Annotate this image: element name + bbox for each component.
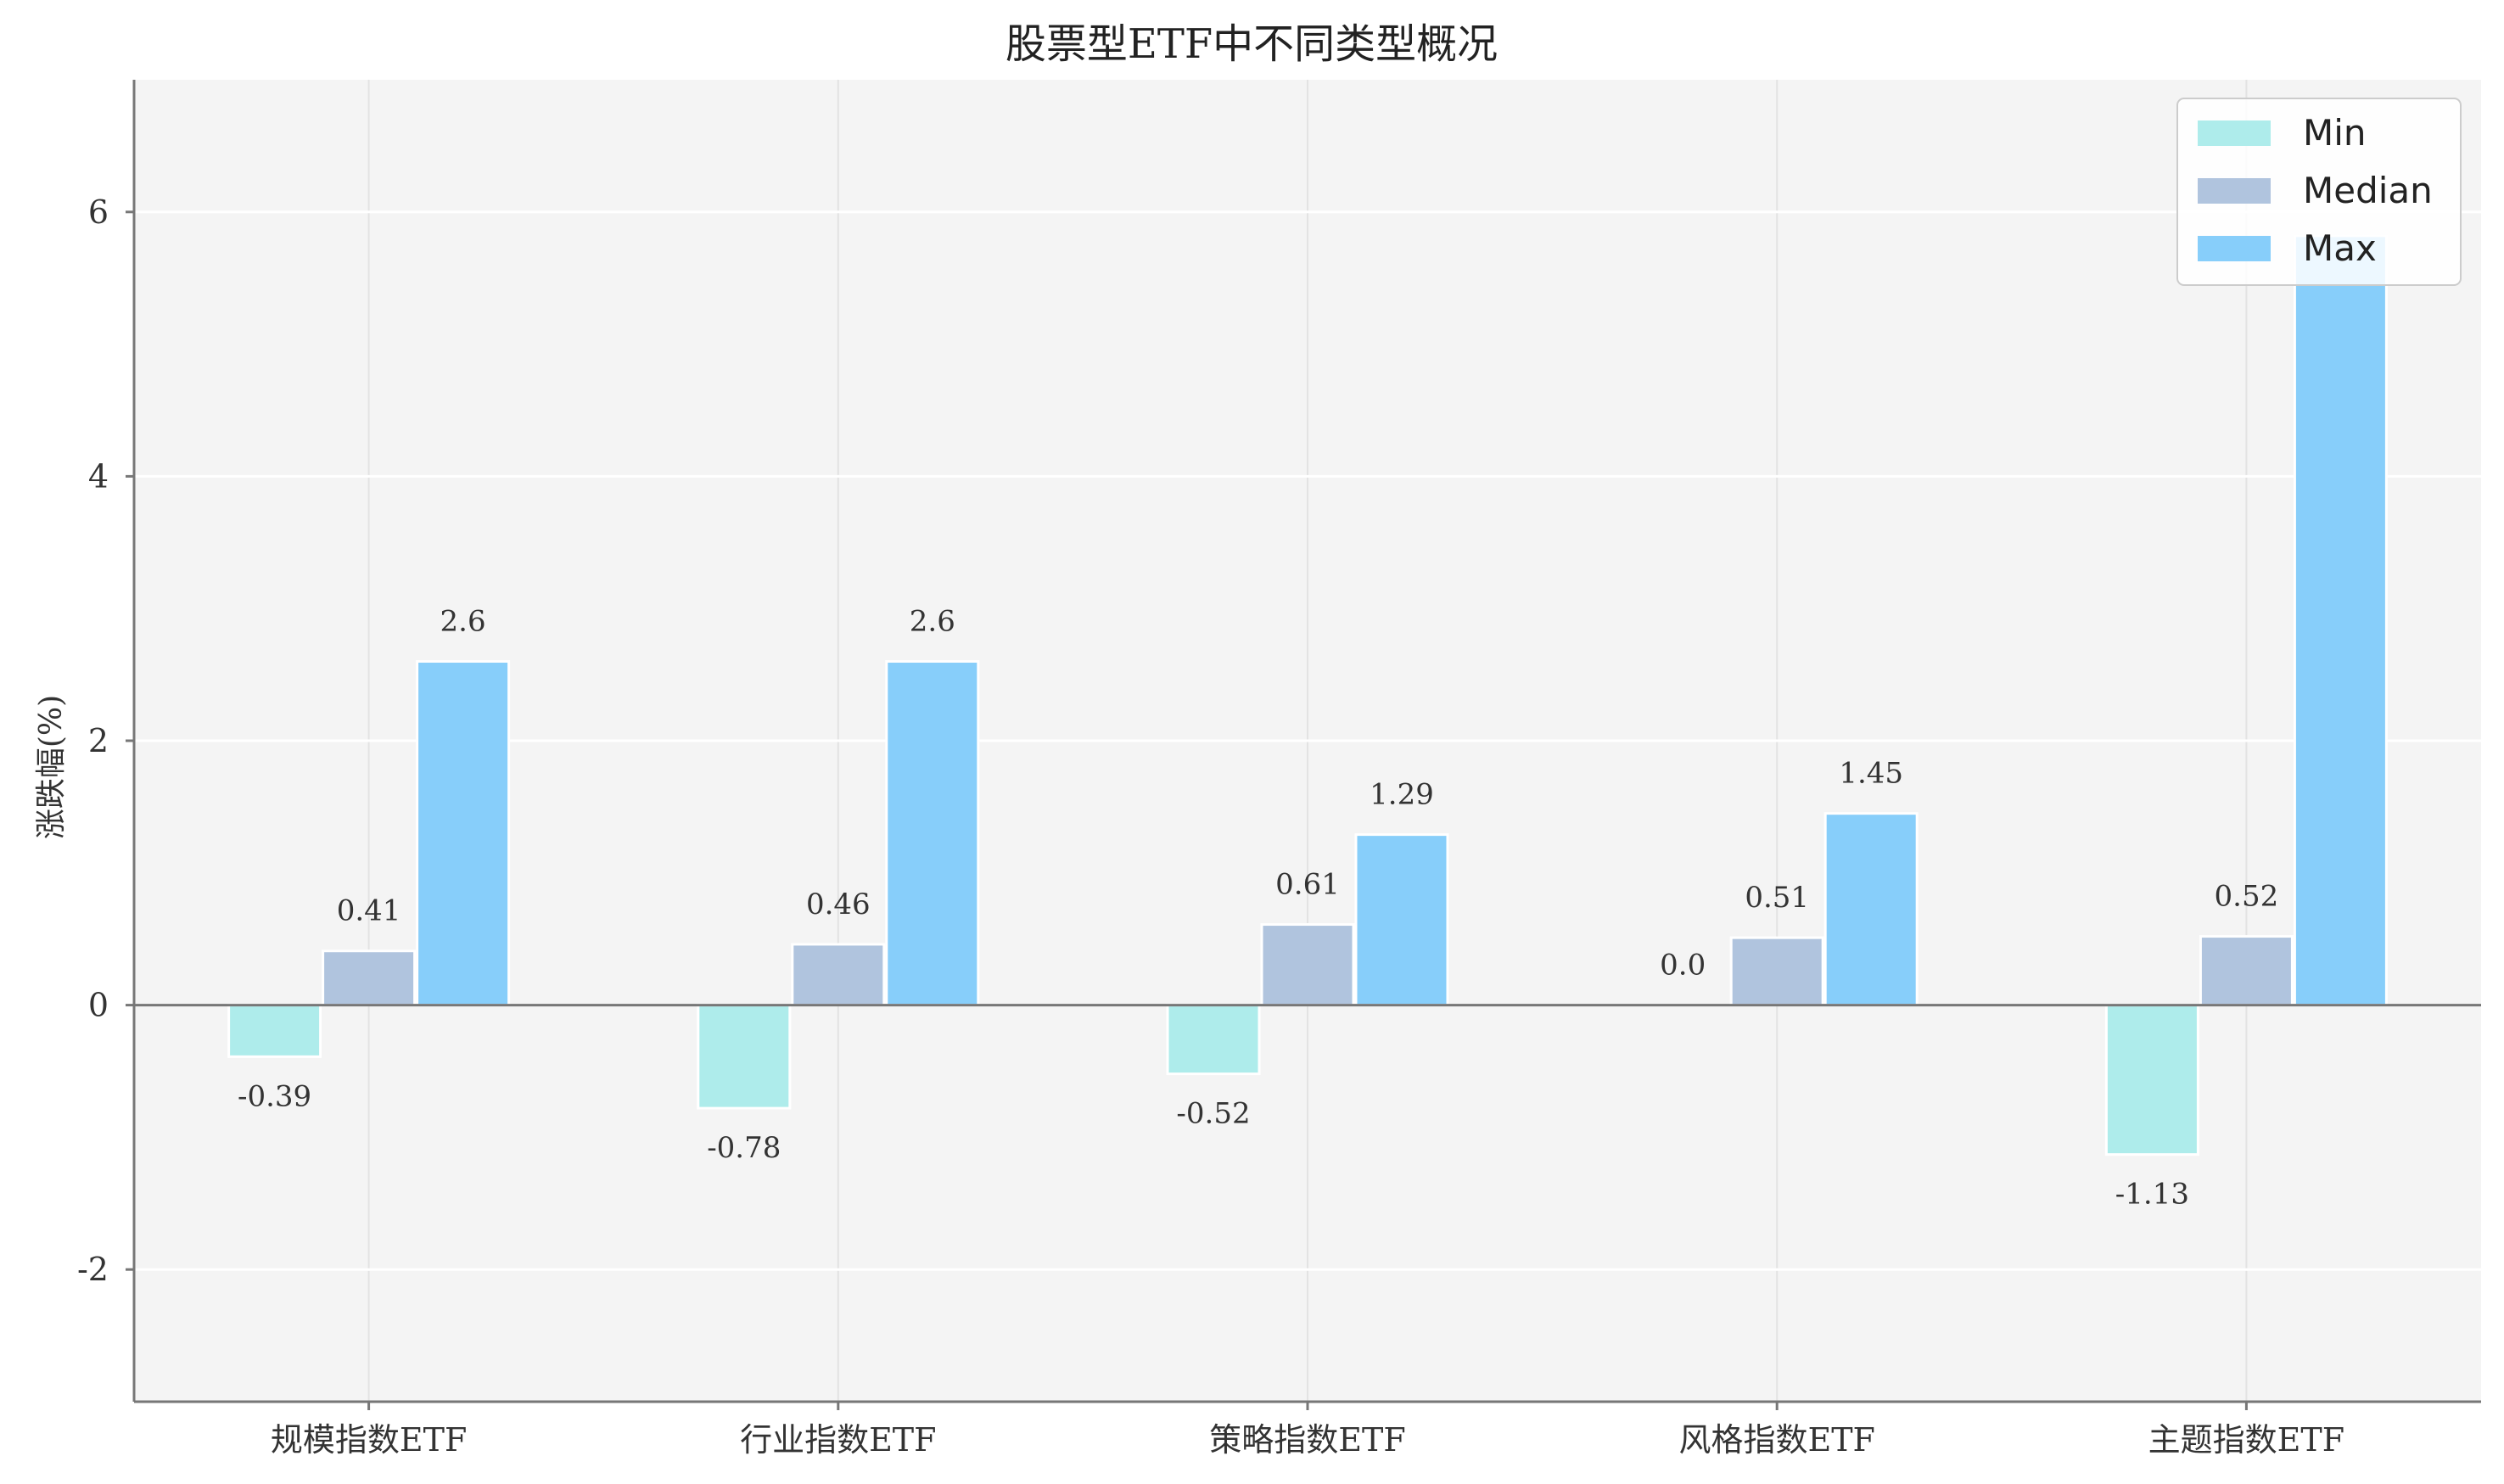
data-label: -0.39: [238, 1079, 311, 1113]
legend-label-max: Max: [2303, 227, 2377, 269]
data-label: 0.0: [1660, 949, 1706, 983]
x-tick-label: 主题指数ETF: [2148, 1421, 2344, 1459]
data-label: -0.52: [1176, 1097, 1250, 1131]
bar-min: [697, 1004, 792, 1110]
legend-swatch-max: [2198, 236, 2271, 261]
data-label: 0.52: [2215, 880, 2279, 914]
y-tick-label: 2: [88, 722, 109, 759]
data-label: 0.51: [1745, 881, 1809, 915]
bar-max: [2293, 234, 2388, 1007]
data-label: -0.78: [707, 1131, 781, 1165]
data-label: -1.13: [2115, 1178, 2189, 1212]
x-tick-label: 行业指数ETF: [740, 1421, 936, 1459]
data-label: 2.6: [440, 605, 486, 639]
x-tick-label: 策略指数ETF: [1209, 1421, 1405, 1459]
x-tick-label: 风格指数ETF: [1678, 1421, 1874, 1459]
chart-title: 股票型ETF中不同类型概况: [1006, 20, 1498, 68]
bar-median: [791, 943, 886, 1007]
bar-median: [322, 949, 417, 1007]
data-label: 0.41: [337, 894, 401, 928]
legend-label-median: Median: [2303, 170, 2433, 211]
y-tick-label: 0: [88, 987, 109, 1024]
bar-max: [885, 660, 980, 1007]
data-label: 1.29: [1370, 778, 1434, 812]
bar-min: [1166, 1004, 1261, 1076]
x-tick-label: 规模指数ETF: [271, 1421, 467, 1459]
legend-label-min: Min: [2303, 112, 2367, 154]
bar-max: [1354, 833, 1449, 1007]
y-tick-label: 6: [88, 193, 109, 231]
bar-median: [1729, 936, 1824, 1007]
bar-median: [2199, 935, 2294, 1007]
data-label: 1.45: [1839, 757, 1903, 791]
y-axis-label: 涨跌幅(%): [34, 695, 69, 839]
y-tick-label: 4: [88, 457, 109, 495]
legend-swatch-min: [2198, 120, 2271, 146]
bar-max: [1823, 812, 1919, 1007]
bar-min: [2104, 1004, 2199, 1156]
bar-min: [227, 1004, 322, 1058]
data-label: 0.46: [806, 888, 871, 921]
legend-swatch-median: [2198, 178, 2271, 204]
y-tick-label: -2: [77, 1251, 109, 1288]
data-label: 2.6: [910, 605, 955, 639]
bar-median: [1260, 923, 1355, 1007]
data-label: 0.61: [1275, 868, 1340, 902]
bar-max: [416, 660, 511, 1007]
